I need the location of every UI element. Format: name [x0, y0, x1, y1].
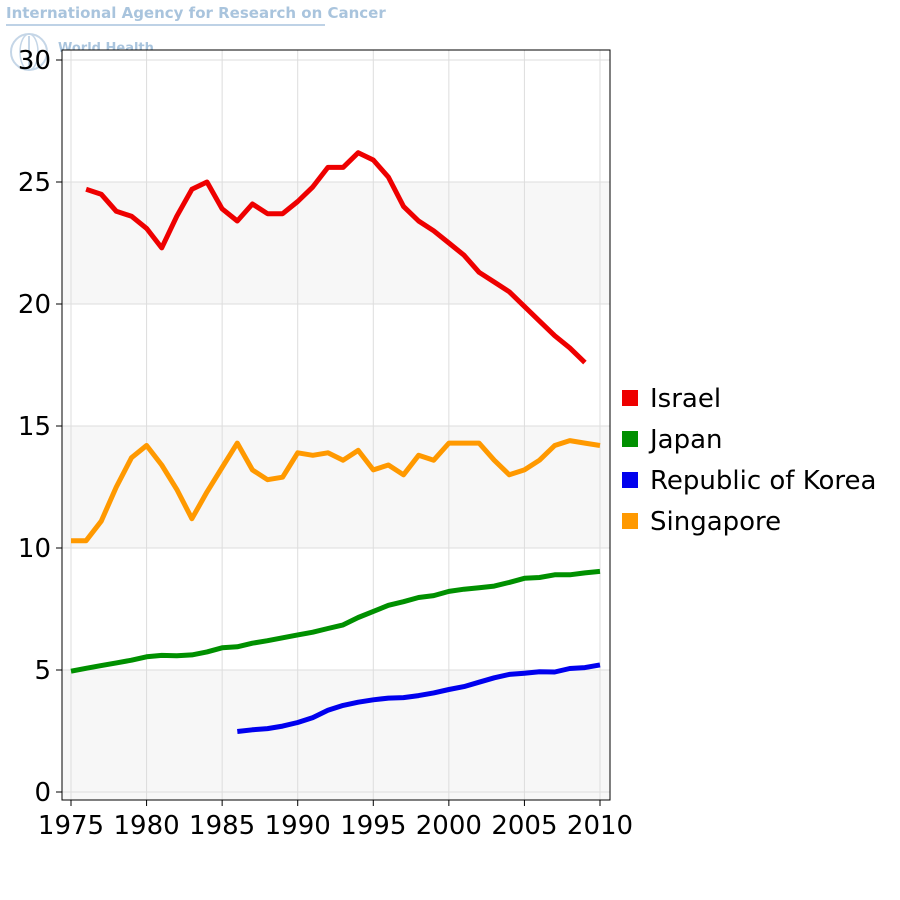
axes — [61, 49, 611, 801]
legend-label: Republic of Korea — [650, 466, 876, 496]
grid-lines — [62, 50, 610, 800]
legend: Israel Japan Republic of Korea Singapore — [622, 384, 876, 537]
y-tick-label: 10 — [18, 534, 51, 564]
y-tick-label: 15 — [18, 412, 51, 442]
x-tick-label: 2010 — [567, 811, 633, 841]
legend-swatch — [622, 390, 638, 406]
x-tick-label: 1980 — [113, 811, 179, 841]
plot-frame — [61, 49, 611, 801]
watermark: International Agency for Research on Can… — [6, 4, 386, 71]
plot-band — [62, 426, 610, 548]
x-axis-ticks: 1975 1980 1985 1990 1995 2000 2005 2010 — [38, 800, 633, 841]
y-tick-label: 25 — [18, 168, 51, 198]
x-tick-label: 2000 — [416, 811, 482, 841]
x-tick-label: 1995 — [340, 811, 406, 841]
series-lines — [70, 150, 601, 734]
plot-band — [62, 182, 610, 304]
y-tick-label: 5 — [34, 656, 51, 686]
series-line-republic-of-korea — [237, 662, 601, 734]
x-tick-label: 1990 — [265, 811, 331, 841]
series-line-japan — [70, 568, 601, 674]
legend-swatch — [622, 472, 638, 488]
legend-label: Singapore — [650, 507, 781, 537]
plot-band — [62, 670, 610, 800]
plot-bands — [62, 50, 610, 800]
series-line-singapore — [71, 438, 601, 544]
y-tick-label: 20 — [18, 290, 51, 320]
x-tick-label: 1985 — [189, 811, 255, 841]
y-tick-label: 0 — [34, 778, 51, 808]
watermark-title: International Agency for Research on Can… — [6, 4, 386, 22]
legend-swatch — [622, 513, 638, 529]
series-line-israel — [85, 150, 587, 365]
x-tick-label: 1975 — [38, 811, 104, 841]
x-tick-label: 2005 — [491, 811, 557, 841]
y-tick-label: 30 — [18, 46, 51, 76]
legend-swatch — [622, 431, 638, 447]
y-axis-ticks: 0 5 10 15 20 25 30 — [18, 46, 62, 808]
legend-label: Israel — [650, 384, 721, 414]
who-emblem-icon — [10, 33, 48, 71]
legend-label: Japan — [648, 425, 723, 455]
